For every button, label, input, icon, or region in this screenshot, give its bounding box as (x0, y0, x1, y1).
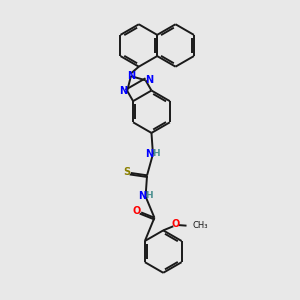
Text: N: N (145, 75, 153, 85)
Text: N: N (145, 148, 153, 158)
Text: N: N (127, 71, 135, 81)
Text: O: O (132, 206, 140, 216)
Text: O: O (172, 220, 180, 230)
Text: CH₃: CH₃ (192, 221, 208, 230)
Text: H: H (152, 149, 160, 158)
Text: S: S (123, 167, 130, 177)
Text: N: N (138, 191, 146, 201)
Text: H: H (145, 191, 152, 200)
Text: N: N (119, 86, 128, 96)
